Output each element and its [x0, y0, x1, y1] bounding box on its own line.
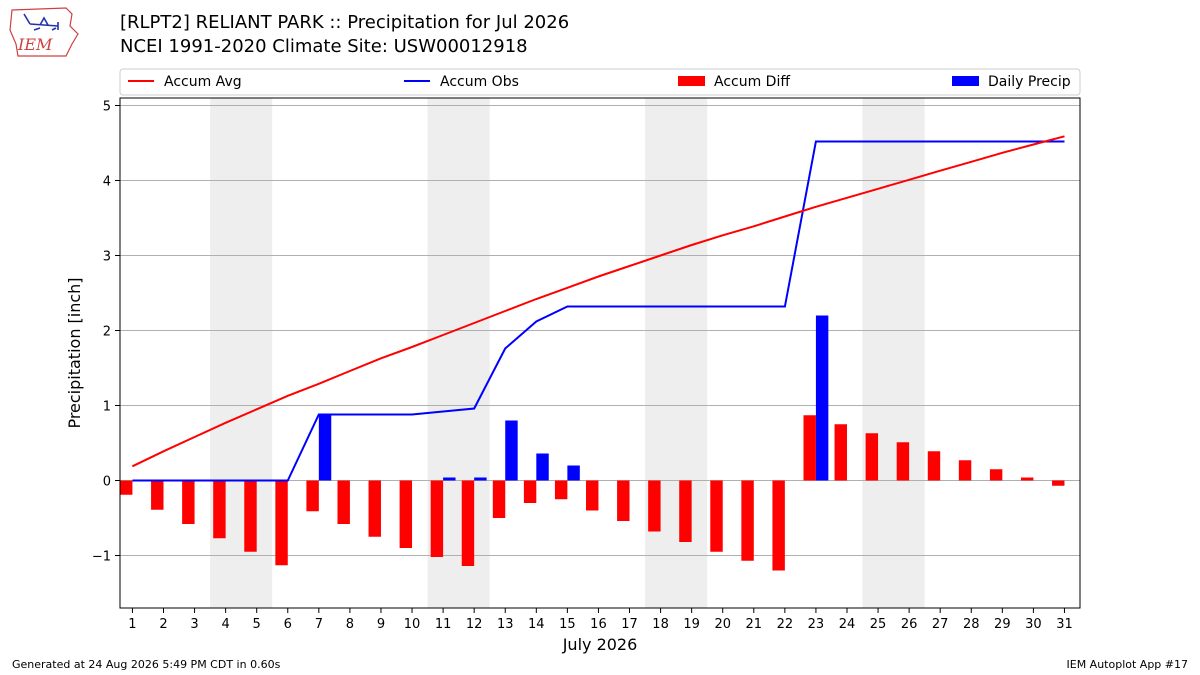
- y-tick-label: −1: [92, 550, 111, 565]
- legend: Accum Avg Accum Obs Accum Diff Daily Precip: [119, 68, 1081, 96]
- x-tick-label-day-22: 22: [777, 617, 794, 632]
- accum-diff-bar-day-28: [958, 460, 972, 481]
- accum-diff-bar-day-24: [834, 424, 847, 481]
- weather-vane-icon: [23, 13, 59, 31]
- legend-label-0: Accum Avg: [164, 74, 242, 90]
- x-tick-label-day-30: 30: [1025, 617, 1042, 632]
- accum-diff-bar-day-12: [461, 480, 475, 566]
- x-tick-label-day-19: 19: [683, 617, 700, 632]
- accum-diff-bar-day-16: [586, 480, 599, 511]
- x-tick-label-day-9: 9: [377, 617, 385, 632]
- generated-footer: Generated at 24 Aug 2026 5:49 PM CDT in …: [12, 658, 281, 671]
- x-tick-label-day-24: 24: [839, 617, 856, 632]
- x-tick-label-day-13: 13: [497, 617, 514, 632]
- accum-diff-bar-day-5: [244, 480, 257, 552]
- accum-diff-bar-day-17: [617, 480, 630, 521]
- y-tick-label: 3: [103, 250, 111, 265]
- y-axis-label: Precipitation [inch]: [65, 277, 84, 428]
- accum-diff-bar-day-3: [182, 480, 195, 524]
- accum-diff-bar-day-22: [772, 480, 785, 571]
- x-tick-label-day-1: 1: [128, 617, 136, 632]
- legend-swatch-3: [952, 76, 979, 86]
- x-tick-label-day-23: 23: [808, 617, 825, 632]
- app-footer: IEM Autoplot App #17: [1066, 658, 1189, 671]
- daily-precip-bar-day-7: [318, 414, 332, 481]
- accum-diff-bar-day-30: [1020, 477, 1034, 481]
- x-tick-label-day-26: 26: [901, 617, 918, 632]
- x-tick-label-day-28: 28: [963, 617, 980, 632]
- accum-avg-line: [131, 135, 1065, 468]
- x-tick-label-day-2: 2: [159, 617, 167, 632]
- x-tick-label-day-25: 25: [870, 617, 887, 632]
- x-tick-label-day-20: 20: [714, 617, 731, 632]
- y-tick-label: 0: [103, 475, 111, 490]
- plot-frame: [119, 97, 1081, 609]
- x-tick-label-day-31: 31: [1056, 617, 1073, 632]
- iowa-state-outline-icon: [9, 7, 79, 57]
- accum-diff-bar-day-9: [368, 480, 381, 537]
- x-tick-label-day-7: 7: [315, 617, 323, 632]
- daily-precip-bar-day-23: [815, 315, 829, 481]
- y-tick-label: 5: [103, 100, 111, 115]
- daily-precip-bar-day-12: [474, 477, 487, 481]
- accum-diff-bar-day-23: [803, 415, 816, 481]
- accum-diff-bar-day-26: [896, 442, 910, 481]
- x-tick-label-day-8: 8: [346, 617, 354, 632]
- accum-diff-bar-day-21: [741, 480, 754, 561]
- legend-label-3: Daily Precip: [988, 74, 1071, 90]
- accum-diff-bar-day-25: [865, 433, 879, 481]
- accum-diff-bar-day-29: [989, 469, 1003, 481]
- x-tick-label-day-10: 10: [404, 617, 421, 632]
- x-tick-label-day-18: 18: [652, 617, 669, 632]
- accum-diff-bar-day-31: [1052, 480, 1065, 486]
- accum-diff-bar-day-15: [554, 480, 568, 500]
- legend-label-1: Accum Obs: [440, 74, 519, 90]
- x-axis-label: July 2026: [562, 635, 638, 654]
- y-tick-label: 4: [103, 175, 111, 190]
- x-tick-label-day-16: 16: [590, 617, 607, 632]
- y-tick-label: 1: [103, 400, 111, 415]
- accum-diff-bar-day-13: [492, 480, 506, 518]
- accum-obs-line: [132, 140, 1065, 482]
- y-tick-label: 2: [103, 325, 111, 340]
- accum-diff-bar-day-4: [213, 480, 226, 539]
- daily-precip-bar-day-11: [443, 477, 456, 481]
- accum-diff-bar-day-1: [120, 480, 133, 495]
- x-tick-label-day-27: 27: [932, 617, 949, 632]
- iem-logo: IEM: [9, 7, 79, 57]
- x-tick-label-day-15: 15: [559, 617, 576, 632]
- legend-label-2: Accum Diff: [714, 74, 790, 90]
- x-tick-label-day-11: 11: [435, 617, 452, 632]
- legend-box: [119, 68, 1081, 96]
- daily-precip-bar-day-14: [536, 453, 549, 481]
- x-tick-label-day-3: 3: [190, 617, 198, 632]
- accum-diff-bar-day-11: [430, 480, 444, 557]
- accum-diff-bar-day-7: [306, 480, 319, 512]
- x-tick-label-day-29: 29: [994, 617, 1011, 632]
- logo-text: IEM: [17, 35, 53, 54]
- accum-diff-bar-day-6: [275, 480, 288, 566]
- daily-precip-bar-day-15: [567, 465, 580, 481]
- daily-precip-bar-day-13: [505, 420, 518, 481]
- x-tick-label-day-21: 21: [746, 617, 763, 632]
- accum-diff-bar-day-20: [710, 480, 723, 552]
- weekend-shade-3: [862, 98, 925, 608]
- x-tick-label-day-17: 17: [621, 617, 638, 632]
- accum-diff-bar-day-8: [337, 480, 350, 524]
- x-tick-label-day-6: 6: [284, 617, 292, 632]
- accum-diff-bar-day-18: [648, 480, 661, 532]
- x-tick-label-day-12: 12: [466, 617, 483, 632]
- x-tick-label-day-14: 14: [528, 617, 545, 632]
- accum-diff-bar-day-14: [523, 480, 537, 503]
- accum-diff-bar-day-27: [927, 451, 941, 481]
- x-tick-label-day-5: 5: [253, 617, 261, 632]
- accum-diff-bar-day-19: [679, 480, 692, 542]
- chart-title: [RLPT2] RELIANT PARK :: Precipitation fo…: [120, 12, 570, 33]
- accum-diff-bar-day-10: [399, 480, 413, 548]
- accum-diff-bar-day-2: [151, 480, 164, 510]
- chart-subtitle: NCEI 1991-2020 Climate Site: USW00012918: [120, 36, 528, 57]
- x-tick-label-day-4: 4: [221, 617, 229, 632]
- legend-swatch-2: [678, 76, 705, 86]
